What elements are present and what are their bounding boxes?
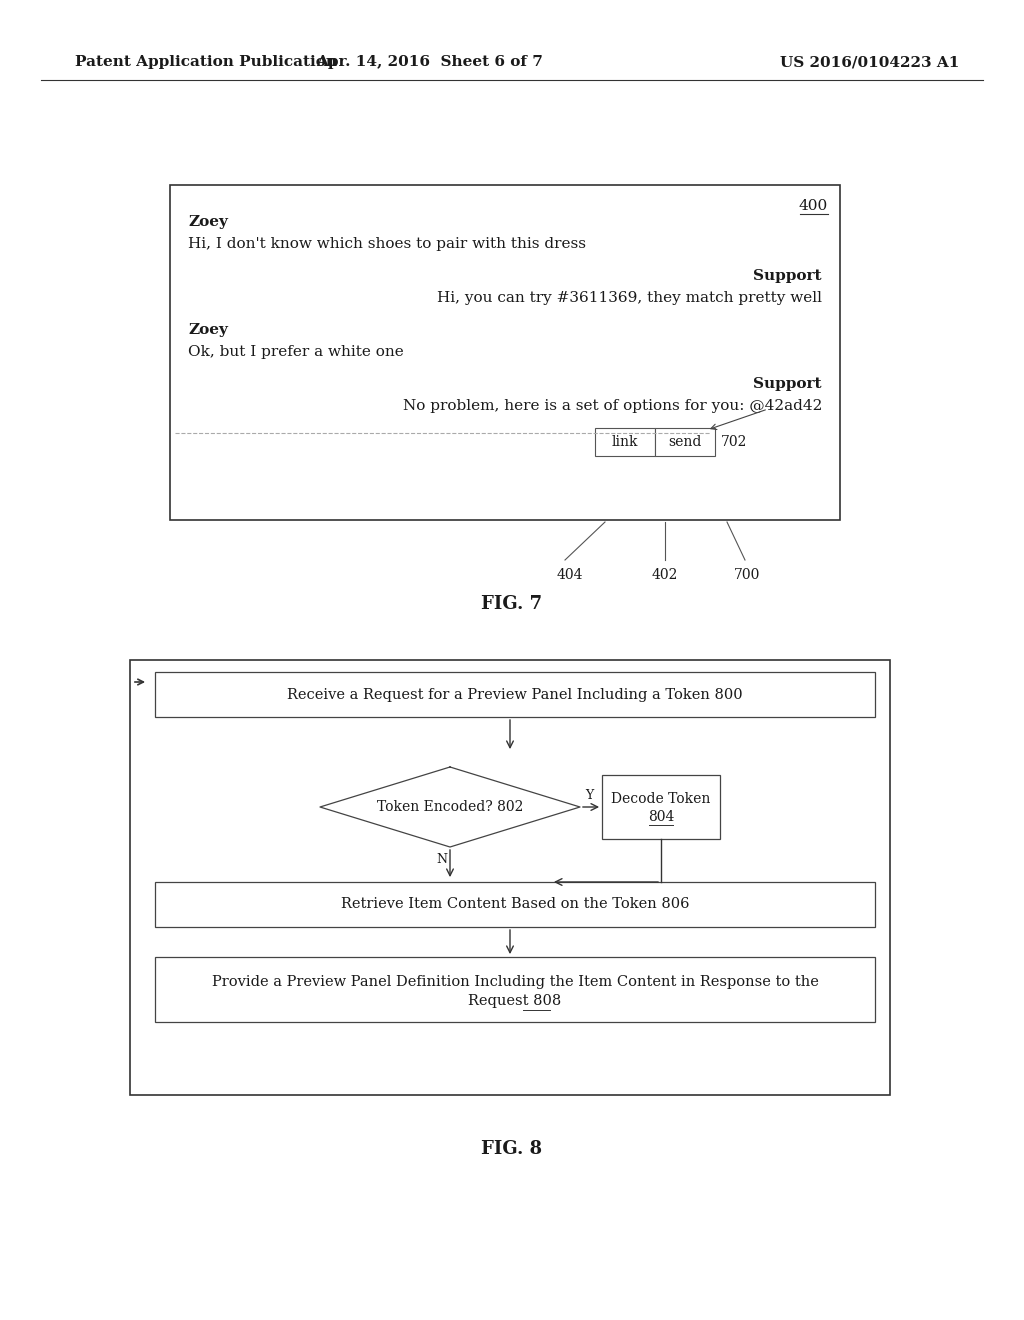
FancyBboxPatch shape xyxy=(602,775,720,840)
Text: Retrieve Item Content Based on the Token 806: Retrieve Item Content Based on the Token… xyxy=(341,898,689,912)
Text: Request 808: Request 808 xyxy=(468,994,561,1008)
FancyBboxPatch shape xyxy=(155,882,874,927)
Text: Zoey: Zoey xyxy=(188,323,228,337)
Text: Provide a Preview Panel Definition Including the Item Content in Response to the: Provide a Preview Panel Definition Inclu… xyxy=(212,974,818,989)
FancyBboxPatch shape xyxy=(170,185,840,520)
FancyBboxPatch shape xyxy=(155,672,874,717)
Text: FIG. 7: FIG. 7 xyxy=(481,595,543,612)
Text: 804: 804 xyxy=(648,810,674,824)
Text: 402: 402 xyxy=(652,568,678,582)
Text: Y: Y xyxy=(585,789,593,803)
FancyBboxPatch shape xyxy=(595,428,655,455)
Text: Patent Application Publication: Patent Application Publication xyxy=(75,55,337,69)
Text: link: link xyxy=(611,436,638,449)
Text: Zoey: Zoey xyxy=(188,215,228,228)
FancyBboxPatch shape xyxy=(155,957,874,1022)
Text: Hi, I don't know which shoes to pair with this dress: Hi, I don't know which shoes to pair wit… xyxy=(188,238,586,251)
Text: FIG. 8: FIG. 8 xyxy=(481,1140,543,1158)
Text: 400: 400 xyxy=(799,199,828,213)
Text: N: N xyxy=(436,853,447,866)
Text: Token Encoded? 802: Token Encoded? 802 xyxy=(377,800,523,814)
FancyBboxPatch shape xyxy=(130,660,890,1096)
Text: 702: 702 xyxy=(721,436,748,449)
Text: Support: Support xyxy=(754,378,822,391)
Text: No problem, here is a set of options for you: @42ad42: No problem, here is a set of options for… xyxy=(402,399,822,413)
Text: Apr. 14, 2016  Sheet 6 of 7: Apr. 14, 2016 Sheet 6 of 7 xyxy=(316,55,544,69)
Text: Support: Support xyxy=(754,269,822,282)
Text: Hi, you can try #3611369, they match pretty well: Hi, you can try #3611369, they match pre… xyxy=(437,290,822,305)
Text: US 2016/0104223 A1: US 2016/0104223 A1 xyxy=(780,55,959,69)
FancyBboxPatch shape xyxy=(655,428,715,455)
Text: Receive a Request for a Preview Panel Including a Token 800: Receive a Request for a Preview Panel In… xyxy=(287,688,742,701)
Text: 404: 404 xyxy=(557,568,584,582)
Text: Decode Token: Decode Token xyxy=(611,792,711,807)
Text: 700: 700 xyxy=(734,568,760,582)
Text: send: send xyxy=(669,436,701,449)
Text: Ok, but I prefer a white one: Ok, but I prefer a white one xyxy=(188,345,403,359)
